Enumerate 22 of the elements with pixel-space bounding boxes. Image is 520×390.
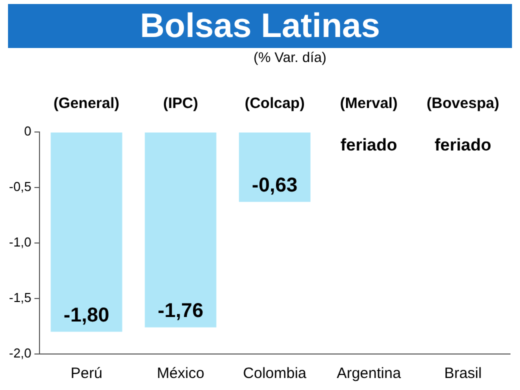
data-label: -0,63 (252, 174, 298, 196)
data-label: -1,80 (64, 304, 110, 326)
chart-subtitle: (% Var. día) (252, 48, 328, 66)
data-label: -1,76 (158, 300, 204, 322)
text: (Bovespa) (426, 95, 500, 112)
y-tick-label: -2,0 (8, 346, 32, 361)
x-tick-label: Brasil (444, 365, 482, 382)
y-tick-label: -1,5 (8, 290, 32, 306)
y-tick-label: -0,5 (8, 179, 32, 194)
y-tick-label: 0 (24, 124, 32, 139)
x-tick-label: México (156, 365, 204, 382)
text: (IPC) (163, 95, 198, 112)
y-tick-label: -1,0 (8, 234, 32, 250)
chart-title: Bolsas Latinas (8, 4, 512, 48)
annotation: feriado (340, 136, 398, 155)
text: (Merval) (340, 95, 398, 112)
annotation: feriado (434, 136, 492, 155)
x-tick-label: Argentina (336, 365, 402, 382)
text: (General) (54, 95, 120, 112)
text: (Colcap) (244, 95, 305, 112)
x-tick-label: Perú (70, 365, 102, 382)
x-tick-label: Colombia (243, 365, 308, 382)
